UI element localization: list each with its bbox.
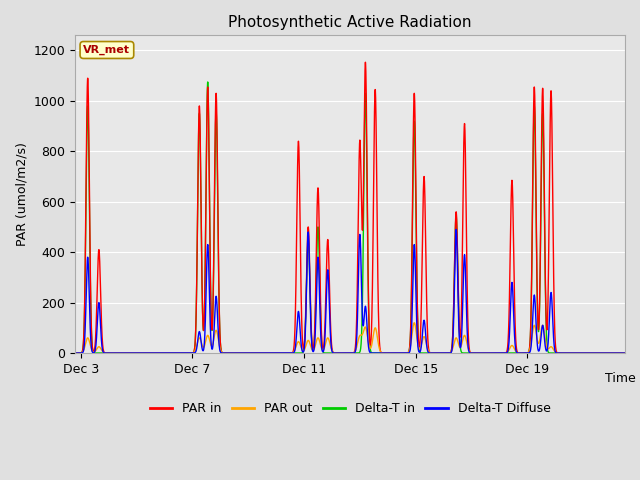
Delta-T in: [44, 350, 51, 356]
Delta-T Diffuse: [452, 227, 460, 232]
Delta-T in: [34, 350, 42, 356]
Delta-T Diffuse: [169, 350, 177, 356]
Delta-T Diffuse: [635, 350, 640, 356]
Delta-T in: [169, 350, 177, 356]
Line: PAR in: PAR in: [25, 62, 639, 353]
Line: Delta-T Diffuse: Delta-T Diffuse: [25, 229, 639, 353]
Delta-T in: [604, 350, 611, 356]
Delta-T in: [204, 79, 212, 85]
PAR in: [34, 350, 42, 356]
Delta-T Diffuse: [34, 350, 42, 356]
Delta-T Diffuse: [228, 350, 236, 356]
PAR out: [228, 350, 236, 356]
Delta-T in: [228, 350, 236, 356]
X-axis label: Time: Time: [605, 372, 636, 385]
PAR out: [21, 350, 29, 356]
Text: VR_met: VR_met: [83, 45, 131, 55]
PAR out: [44, 350, 51, 356]
Delta-T Diffuse: [148, 350, 156, 356]
Delta-T Diffuse: [21, 350, 29, 356]
PAR in: [612, 350, 620, 356]
PAR out: [248, 350, 255, 356]
Delta-T Diffuse: [248, 350, 255, 356]
Line: PAR out: PAR out: [25, 323, 639, 353]
PAR in: [148, 350, 156, 356]
PAR out: [148, 350, 156, 356]
PAR out: [634, 350, 640, 356]
PAR in: [248, 350, 255, 356]
PAR out: [34, 350, 42, 356]
Legend: PAR in, PAR out, Delta-T in, Delta-T Diffuse: PAR in, PAR out, Delta-T in, Delta-T Dif…: [145, 397, 556, 420]
Delta-T in: [148, 350, 156, 356]
PAR out: [169, 350, 177, 356]
Title: Photosynthetic Active Radiation: Photosynthetic Active Radiation: [228, 15, 472, 30]
Delta-T in: [21, 350, 29, 356]
Delta-T Diffuse: [44, 350, 51, 356]
PAR in: [228, 350, 236, 356]
PAR in: [169, 350, 177, 356]
PAR in: [635, 350, 640, 356]
Delta-T in: [635, 350, 640, 356]
Y-axis label: PAR (umol/m2/s): PAR (umol/m2/s): [15, 142, 28, 246]
Delta-T in: [248, 350, 255, 356]
PAR in: [44, 350, 51, 356]
PAR out: [410, 320, 418, 325]
PAR in: [362, 60, 369, 65]
PAR out: [635, 350, 640, 356]
Line: Delta-T in: Delta-T in: [25, 82, 639, 353]
PAR in: [21, 350, 29, 356]
